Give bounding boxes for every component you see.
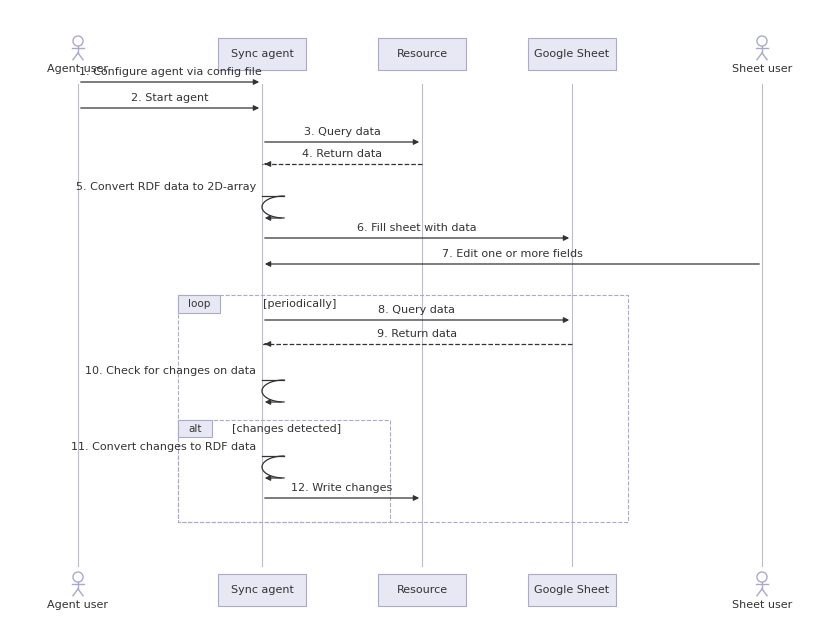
Text: 12. Write changes: 12. Write changes — [291, 483, 392, 493]
Bar — [218, 574, 306, 606]
Text: 5. Convert RDF data to 2D-array: 5. Convert RDF data to 2D-array — [75, 182, 256, 192]
Bar — [528, 38, 615, 70]
Text: 6. Fill sheet with data: 6. Fill sheet with data — [356, 223, 476, 233]
Bar — [378, 38, 466, 70]
Bar — [178, 420, 212, 437]
Text: Agent user: Agent user — [47, 600, 108, 610]
Bar — [178, 295, 627, 522]
Bar — [178, 420, 390, 522]
Text: Sync agent: Sync agent — [230, 49, 293, 59]
Text: Sheet user: Sheet user — [731, 600, 791, 610]
Text: Resource: Resource — [396, 49, 447, 59]
Bar — [378, 574, 466, 606]
Text: 11. Convert changes to RDF data: 11. Convert changes to RDF data — [70, 442, 256, 452]
Text: 7. Edit one or more fields: 7. Edit one or more fields — [441, 249, 581, 259]
Text: Resource: Resource — [396, 585, 447, 595]
Text: [changes detected]: [changes detected] — [232, 424, 342, 433]
Text: 1. Configure agent via config file: 1. Configure agent via config file — [79, 67, 261, 77]
Text: 2. Start agent: 2. Start agent — [131, 93, 208, 103]
Bar — [178, 295, 220, 313]
Text: 10. Check for changes on data: 10. Check for changes on data — [85, 366, 256, 376]
Text: Agent user: Agent user — [47, 64, 108, 74]
Text: 3. Query data: 3. Query data — [304, 127, 380, 137]
Text: Google Sheet: Google Sheet — [533, 585, 609, 595]
Bar — [528, 574, 615, 606]
Text: loop: loop — [188, 299, 210, 309]
Text: 8. Query data: 8. Query data — [378, 305, 455, 315]
Text: Sync agent: Sync agent — [230, 585, 293, 595]
Text: Sheet user: Sheet user — [731, 64, 791, 74]
Text: alt: alt — [188, 424, 202, 433]
Text: 4. Return data: 4. Return data — [302, 149, 381, 159]
Text: [periodically]: [periodically] — [263, 299, 337, 309]
Bar — [218, 38, 306, 70]
Text: Google Sheet: Google Sheet — [533, 49, 609, 59]
Text: 9. Return data: 9. Return data — [376, 329, 457, 339]
